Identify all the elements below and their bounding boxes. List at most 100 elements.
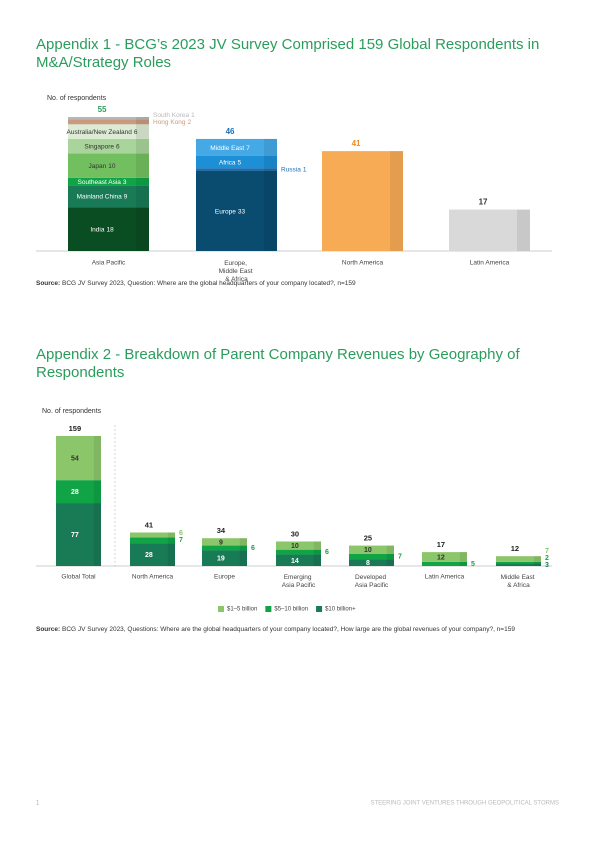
x-tick-label: Europe, Middle East & Africa bbox=[219, 260, 255, 283]
bar-segment bbox=[196, 155, 277, 169]
segment-label: 6 bbox=[325, 549, 329, 556]
segment-value: 2 bbox=[188, 119, 192, 126]
segment-value: 9 bbox=[124, 193, 128, 200]
segment-label: 6 bbox=[251, 545, 255, 552]
bar-shade bbox=[239, 545, 247, 551]
bar-shade bbox=[386, 559, 394, 566]
bar-shade bbox=[533, 561, 541, 564]
x-tick-label: Emerging Asia Pacific bbox=[282, 574, 316, 589]
bar-segment bbox=[422, 561, 467, 566]
bar-shade bbox=[390, 151, 403, 251]
segment-value: 7 bbox=[179, 537, 183, 544]
bar-segment bbox=[56, 503, 101, 566]
total-label: 55 bbox=[98, 105, 107, 114]
bar-shade bbox=[93, 480, 101, 504]
segment-label: 3 bbox=[545, 562, 549, 569]
bar-shade bbox=[167, 543, 175, 566]
y-axis-label: No. of respondents bbox=[47, 95, 107, 102]
segment-value: 12 bbox=[437, 554, 445, 561]
segment-label: 2 bbox=[545, 555, 549, 562]
x-tick-label: Latin America bbox=[470, 260, 510, 267]
segment-label: 10 bbox=[364, 547, 372, 554]
segment-value: 1 bbox=[191, 112, 195, 119]
bar-shade bbox=[136, 119, 149, 125]
bar-segment bbox=[496, 563, 541, 566]
segment-value: 6 bbox=[116, 143, 120, 150]
bar-segment bbox=[349, 553, 394, 560]
segment-value: 9 bbox=[219, 539, 223, 546]
legend-swatch bbox=[316, 606, 323, 612]
bar-segment bbox=[130, 532, 175, 538]
bar-segment bbox=[196, 168, 277, 171]
bar-shade bbox=[239, 538, 247, 546]
x-tick-label: Developed Asia Pacific bbox=[355, 574, 389, 589]
segment-label: 19 bbox=[217, 556, 225, 563]
segment-label: Southeast Asia 3 bbox=[78, 179, 127, 186]
segment-label: India 18 bbox=[90, 226, 114, 233]
bar-shade bbox=[386, 553, 394, 560]
bar-segment bbox=[496, 561, 541, 564]
segment-name: Russia bbox=[281, 166, 301, 173]
segment-name: South Korea bbox=[153, 112, 190, 119]
segment-name: Africa bbox=[219, 159, 236, 166]
bar-segment bbox=[68, 185, 149, 208]
legend-swatch bbox=[218, 606, 224, 612]
segment-label: 77 bbox=[71, 532, 79, 539]
page-number: 1 bbox=[36, 801, 40, 807]
segment-value: 18 bbox=[106, 226, 114, 233]
bar-shade bbox=[517, 209, 530, 251]
segment-label: 12 bbox=[437, 554, 445, 561]
bar-segment bbox=[422, 552, 467, 562]
total-label: 12 bbox=[511, 544, 519, 553]
bar-shade bbox=[264, 155, 277, 169]
bar-shade bbox=[533, 563, 541, 566]
footer: STEERING JOINT VENTURES THROUGH GEOPOLIT… bbox=[371, 801, 559, 807]
source: Source: BCG JV Survey 2023, Question: Wh… bbox=[36, 280, 556, 288]
segment-value: 2 bbox=[545, 555, 549, 562]
source-text: BCG JV Survey 2023, Questions: Where are… bbox=[62, 626, 515, 633]
bar-shade bbox=[167, 532, 175, 538]
segment-name: Australia/New Zealand bbox=[67, 129, 133, 136]
segment-label: 14 bbox=[291, 558, 299, 565]
bar-shade bbox=[136, 185, 149, 208]
segment-value: 6 bbox=[325, 549, 329, 556]
bar-segment bbox=[496, 556, 541, 562]
segment-value: 10 bbox=[108, 163, 116, 170]
segment-label: 28 bbox=[71, 489, 79, 496]
segment-value: 19 bbox=[217, 556, 225, 563]
bar-shade bbox=[93, 503, 101, 566]
y-axis-label: No. of respondents bbox=[42, 408, 102, 415]
segment-value: 6 bbox=[179, 530, 183, 537]
bar-segment bbox=[202, 538, 247, 546]
legend-swatch bbox=[265, 606, 272, 612]
bar-shade bbox=[313, 549, 321, 555]
bar-shade bbox=[136, 124, 149, 139]
segment-value: 10 bbox=[291, 543, 299, 550]
bar-segment bbox=[349, 545, 394, 554]
bar-shade bbox=[459, 552, 467, 562]
bar-segment bbox=[202, 545, 247, 551]
segment-value: 8 bbox=[366, 560, 370, 567]
bar-shade bbox=[136, 117, 149, 120]
segment-label: South Korea 1 bbox=[153, 112, 195, 119]
bar-segment bbox=[68, 124, 149, 139]
segment-label: 6 bbox=[179, 530, 183, 537]
segment-label: 8 bbox=[366, 560, 370, 567]
segment-label: Africa 5 bbox=[219, 159, 242, 166]
bar-segment bbox=[202, 550, 247, 566]
segment-value: 7 bbox=[398, 553, 402, 560]
total-label: 159 bbox=[69, 424, 82, 433]
segment-label: 7 bbox=[179, 537, 183, 544]
segment-name: Singapore bbox=[84, 143, 114, 150]
bar-segment bbox=[68, 117, 149, 120]
total-label: 46 bbox=[226, 127, 235, 136]
segment-name: Europe bbox=[215, 208, 236, 215]
segment-value: 14 bbox=[291, 558, 299, 565]
bar-segment bbox=[349, 559, 394, 566]
segment-label: Middle East 7 bbox=[210, 145, 250, 152]
bar-segment bbox=[68, 119, 149, 125]
bar-segment bbox=[68, 177, 149, 186]
total-label: 41 bbox=[145, 520, 153, 529]
segment-label: Mainland China 9 bbox=[77, 193, 128, 200]
